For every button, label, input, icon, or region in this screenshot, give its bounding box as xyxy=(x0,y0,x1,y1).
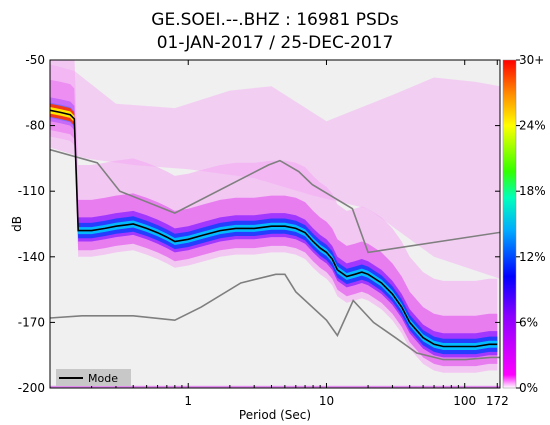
density-band-peak xyxy=(50,106,498,350)
x-axis-label: Period (Sec) xyxy=(239,408,311,422)
nhnm-line xyxy=(50,148,500,254)
y-tick-label-2: -110 xyxy=(18,184,45,198)
density-floor-strip xyxy=(50,385,500,388)
y-tick-label-4: -170 xyxy=(18,315,45,329)
legend-box xyxy=(56,369,131,386)
x-tick-label-3: 172 xyxy=(486,394,509,408)
y-tick-label-1: -80 xyxy=(25,119,45,133)
legend-mode-label: Mode xyxy=(88,372,118,385)
colorbar xyxy=(503,60,516,388)
colorbar-tick-label-3: 18% xyxy=(519,184,546,198)
psd-density-layer xyxy=(50,60,500,388)
chart-title-line2: 01-JAN-2017 / 25-DEC-2017 xyxy=(157,33,394,53)
x-axis: 1 10 100 172 xyxy=(91,60,509,408)
y-tick-label-5: -200 xyxy=(18,381,45,395)
y-tick-label-0: -50 xyxy=(25,53,45,67)
chart-title-line1: GE.SOEI.--.BHZ : 16981 PSDs xyxy=(151,10,399,30)
mode-line xyxy=(50,109,498,348)
x-tick-label-1: 10 xyxy=(319,394,334,408)
colorbar-tick-label-4: 24% xyxy=(519,119,546,133)
nlnm-line xyxy=(50,273,500,361)
x-tick-label-0: 1 xyxy=(184,394,192,408)
legend: Mode xyxy=(56,369,131,386)
plot-frame xyxy=(49,59,501,389)
lines-layer xyxy=(50,109,500,361)
colorbar-tick-label-2: 12% xyxy=(519,250,546,264)
y-tick-label-3: -140 xyxy=(18,250,45,264)
colorbar-frame xyxy=(502,59,517,389)
density-upper-scatter xyxy=(50,64,500,279)
x-tick-label-2: 100 xyxy=(453,394,476,408)
colorbar-tick-label-1: 6% xyxy=(519,315,538,329)
colorbar-tick-label-0: 0% xyxy=(519,381,538,395)
y-axis-label: dB xyxy=(10,216,24,232)
y-axis: -50 -80 -110 -140 -170 -200 xyxy=(18,53,500,395)
colorbar-tick-label-5: 30+ xyxy=(519,53,544,67)
colorbar-ticks: 0% 6% 12% 18% 24% 30+ xyxy=(516,53,546,395)
